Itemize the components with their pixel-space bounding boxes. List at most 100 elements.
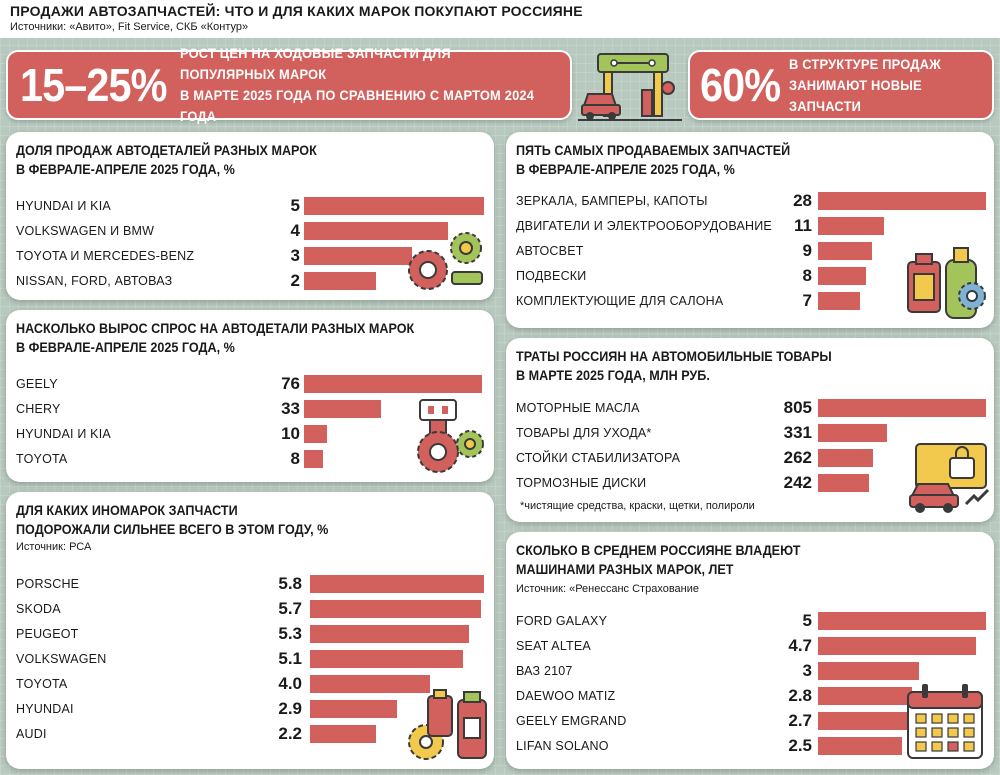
chart-row: АВТОСВЕТ 9 — [506, 241, 994, 261]
bar — [304, 197, 484, 215]
banner-price-growth: 15–25% РОСТ ЦЕН НА ХОДОВЫЕ ЗАПЧАСТИ ДЛЯ … — [6, 45, 572, 124]
bar — [818, 399, 986, 417]
chart-row: CHERY 33 — [6, 399, 494, 419]
bar — [818, 474, 869, 492]
chart-row: ВАЗ 2107 3 — [506, 661, 994, 681]
category-label: ТОВАРЫ ДЛЯ УХОДА* — [516, 426, 652, 440]
car-lock-icon — [909, 443, 990, 513]
category-label: DAEWOO MATIZ — [516, 689, 616, 703]
value-label: 76 — [281, 374, 300, 393]
chart-row: FORD GALAXY 5 — [506, 611, 994, 631]
calendar-icon — [907, 684, 983, 759]
bar — [818, 637, 976, 655]
bar — [818, 217, 884, 235]
chart-row: HYUNDAI И KIA 10 — [6, 424, 494, 444]
value-label: 8 — [290, 449, 300, 468]
value-label: 2.8 — [788, 686, 812, 705]
panel-top-parts: ПЯТЬ САМЫХ ПРОДАВАЕМЫХ ЗАПЧАСТЕЙ В ФЕВРА… — [506, 132, 994, 328]
category-label: NISSAN, FORD, АВТОВАЗ — [16, 274, 173, 288]
chart-row: GEELY 76 — [6, 374, 494, 394]
banner-new-parts: 60% В СТРУКТУРЕ ПРОДАЖ ЗАНИМАЮТ НОВЫЕ ЗА… — [688, 50, 994, 120]
value-label: 331 — [783, 423, 812, 442]
chart-row: SKODA 5.7 — [6, 599, 494, 619]
chart-row: СТОЙКИ СТАБИЛИЗАТОРА 262 — [506, 448, 994, 468]
banner-new-parts-value: 60% — [700, 59, 781, 111]
chart-row: ЗЕРКАЛА, БАМПЕРЫ, КАПОТЫ 28 — [506, 191, 994, 211]
panel-price-growth-source: Источник: РСА — [16, 541, 92, 553]
bar — [818, 449, 873, 467]
bar — [818, 687, 912, 705]
chart-row: TOYOTA 8 — [6, 449, 494, 469]
chart-row: КОМПЛЕКТУЮЩИЕ ДЛЯ САЛОНА 7 — [506, 291, 994, 311]
gears-icon — [408, 232, 483, 290]
category-label: TOYOTA — [16, 452, 68, 466]
bar — [818, 242, 872, 260]
bar — [818, 737, 902, 755]
category-label: ДВИГАТЕЛИ И ЭЛЕКТРООБОРУДОВАНИЕ — [516, 219, 772, 233]
bar — [818, 192, 986, 210]
category-label: СТОЙКИ СТАБИЛИЗАТОРА — [516, 451, 681, 465]
category-label: ПОДВЕСКИ — [516, 269, 587, 283]
bar — [304, 247, 412, 265]
category-label: HYUNDAI — [16, 702, 74, 716]
bar — [304, 222, 448, 240]
chart-row: NISSAN, FORD, АВТОВАЗ 2 — [6, 271, 494, 291]
page-title: ПРОДАЖИ АВТОЗАПЧАСТЕЙ: ЧТО И ДЛЯ КАКИХ М… — [10, 3, 583, 19]
chart-row: TOYOTA И MERCEDES-BENZ 3 — [6, 246, 494, 266]
value-label: 5.8 — [278, 574, 302, 593]
value-label: 4.0 — [278, 674, 302, 693]
chart-row: DAEWOO MATIZ 2.8 — [506, 686, 994, 706]
chart-row: TOYOTA 4.0 — [6, 674, 494, 694]
chart-row: VOLKSWAGEN 5.1 — [6, 649, 494, 669]
chart-row: VOLKSWAGEN И BMW 4 — [6, 221, 494, 241]
chart-row: HYUNDAI И KIA 5 — [6, 196, 494, 216]
value-label: 3 — [802, 661, 812, 680]
bar — [818, 424, 887, 442]
value-label: 2 — [290, 271, 300, 290]
category-label: TOYOTA — [16, 677, 68, 691]
value-label: 5 — [290, 196, 300, 215]
value-label: 8 — [802, 266, 812, 285]
bar — [818, 712, 909, 730]
value-label: 10 — [281, 424, 300, 443]
bar — [304, 400, 381, 418]
panel-spending: ТРАТЫ РОССИЯН НА АВТОМОБИЛЬНЫЕ ТОВАРЫ В … — [506, 338, 994, 522]
value-label: 3 — [290, 246, 300, 265]
value-label: 4.7 — [788, 636, 812, 655]
value-label: 28 — [793, 191, 812, 210]
bar — [304, 272, 376, 290]
panel-ownership: СКОЛЬКО В СРЕДНЕМ РОССИЯНЕ ВЛАДЕЮТ МАШИН… — [506, 532, 994, 769]
panel-top-parts-title: ПЯТЬ САМЫХ ПРОДАВАЕМЫХ ЗАПЧАСТЕЙ В ФЕВРА… — [516, 142, 791, 177]
value-label: 11 — [794, 216, 812, 235]
category-label: SKODA — [16, 602, 61, 616]
panel-demand-growth: НАСКОЛЬКО ВЫРОС СПРОС НА АВТОДЕТАЛИ РАЗН… — [6, 310, 494, 482]
category-label: PORSCHE — [16, 577, 80, 591]
chart-row: PORSCHE 5.8 — [6, 574, 494, 594]
panel-brand-share-title: ДОЛЯ ПРОДАЖ АВТОДЕТАЛЕЙ РАЗНЫХ МАРОК В Ф… — [16, 142, 317, 177]
value-label: 9 — [802, 241, 812, 260]
bar — [818, 267, 866, 285]
category-label: FORD GALAXY — [516, 614, 608, 628]
chart-row: LIFAN SOLANO 2.5 — [506, 736, 994, 756]
value-label: 2.2 — [278, 724, 302, 743]
category-label: CHERY — [16, 402, 61, 416]
bar — [818, 662, 919, 680]
panel-ownership-title: СКОЛЬКО В СРЕДНЕМ РОССИЯНЕ ВЛАДЕЮТ МАШИН… — [516, 542, 801, 577]
car-parts-icon — [417, 399, 484, 473]
category-label: ТОРМОЗНЫЕ ДИСКИ — [516, 476, 647, 490]
category-label: LIFAN SOLANO — [516, 739, 609, 753]
value-label: 7 — [802, 291, 812, 310]
panel-spending-note: *чистящие средства, краски, щетки, полир… — [520, 500, 755, 512]
oil-bottle-gear-icon — [408, 689, 487, 760]
value-label: 5.1 — [278, 649, 302, 668]
panel-demand-growth-title: НАСКОЛЬКО ВЫРОС СПРОС НА АВТОДЕТАЛИ РАЗН… — [16, 320, 415, 355]
value-label: 805 — [783, 398, 812, 417]
panel-ownership-source: Источник: «Ренессанс Страхование — [516, 583, 699, 595]
panel-price-growth: ДЛЯ КАКИХ ИНОМАРОК ЗАПЧАСТИ ПОДОРОЖАЛИ С… — [6, 492, 494, 769]
chart-row: AUDI 2.2 — [6, 724, 494, 744]
value-label: 2.5 — [788, 736, 812, 755]
category-label: HYUNDAI И KIA — [16, 199, 111, 213]
banner-price-growth-text: РОСТ ЦЕН НА ХОДОВЫЕ ЗАПЧАСТИ ДЛЯ ПОПУЛЯР… — [180, 45, 535, 124]
category-label: МОТОРНЫЕ МАСЛА — [516, 401, 640, 415]
panel-price-growth-title: ДЛЯ КАКИХ ИНОМАРОК ЗАПЧАСТИ ПОДОРОЖАЛИ С… — [16, 502, 329, 537]
